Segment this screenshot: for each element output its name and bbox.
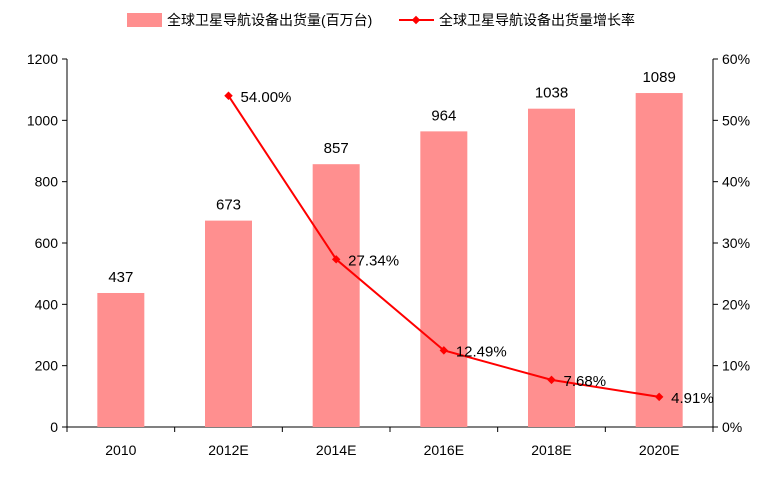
bar-value-label: 857 xyxy=(324,140,349,157)
growth-rate-point xyxy=(547,375,556,385)
bar xyxy=(420,131,468,427)
left-axis-tick-label: 800 xyxy=(35,174,59,190)
x-axis-tick-label: 2010 xyxy=(105,442,136,458)
left-axis-tick-label: 1000 xyxy=(27,112,58,128)
legend: 全球卫星导航设备出货量(百万台) 全球卫星导航设备出货量增长率 xyxy=(127,12,635,28)
bar-value-label: 673 xyxy=(216,197,241,214)
left-axis-tick-label: 1200 xyxy=(27,51,58,67)
bar-value-label: 964 xyxy=(431,107,456,124)
left-axis-tick-label: 200 xyxy=(35,358,59,374)
bar xyxy=(528,108,575,428)
bar-value-label: 437 xyxy=(108,269,133,286)
right-axis-tick-label: 30% xyxy=(722,235,750,251)
bar-value-label: 1038 xyxy=(535,85,568,102)
right-axis-tick-label: 20% xyxy=(722,296,750,312)
bar xyxy=(635,93,683,427)
legend-line-marker xyxy=(411,15,421,25)
growth-rate-point xyxy=(654,392,664,402)
right-axis-tick-label: 50% xyxy=(722,112,750,128)
x-axis-tick-label: 2016E xyxy=(424,442,464,458)
left-axis-tick-label: 600 xyxy=(35,235,59,251)
left-axis-tick-label: 400 xyxy=(35,296,59,312)
bar-series: 437 673 857 964 1038 1089 xyxy=(97,69,683,428)
axes: 0 200 400 600 800 1000 1200 0% 10% 20% 30% 40% 50% 60… xyxy=(27,51,750,458)
right-axis-tick-label: 60% xyxy=(722,51,750,67)
line-series: 54.00% 27.34% 12.49% 7.68% 4.91% xyxy=(224,89,714,407)
growth-rate-point xyxy=(439,346,449,355)
right-axis-tick-label: 10% xyxy=(722,358,750,374)
x-axis-tick-label: 2020E xyxy=(639,442,679,458)
growth-rate-label: 4.91% xyxy=(671,390,714,407)
growth-rate-label: 7.68% xyxy=(564,373,607,390)
x-axis-tick-label: 2014E xyxy=(316,442,356,458)
legend-bar-label: 全球卫星导航设备出货量(百万台) xyxy=(167,12,372,28)
right-axis-tick-label: 0% xyxy=(722,419,742,435)
growth-rate-label: 54.00% xyxy=(241,89,292,106)
growth-rate-point xyxy=(224,91,233,101)
bar xyxy=(312,164,360,428)
legend-line-label: 全球卫星导航设备出货量增长率 xyxy=(439,12,635,28)
bar xyxy=(205,220,252,427)
bar-value-label: 1089 xyxy=(642,69,675,86)
bar xyxy=(97,292,145,427)
right-axis-tick-label: 40% xyxy=(722,174,750,190)
left-axis-tick-label: 0 xyxy=(50,419,58,435)
x-axis-tick-label: 2018E xyxy=(531,442,571,458)
legend-bar-swatch xyxy=(127,13,162,27)
growth-rate-label: 12.49% xyxy=(456,343,507,360)
growth-rate-label: 27.34% xyxy=(348,252,399,269)
growth-rate-point xyxy=(331,255,341,264)
x-axis-tick-label: 2012E xyxy=(208,442,248,458)
